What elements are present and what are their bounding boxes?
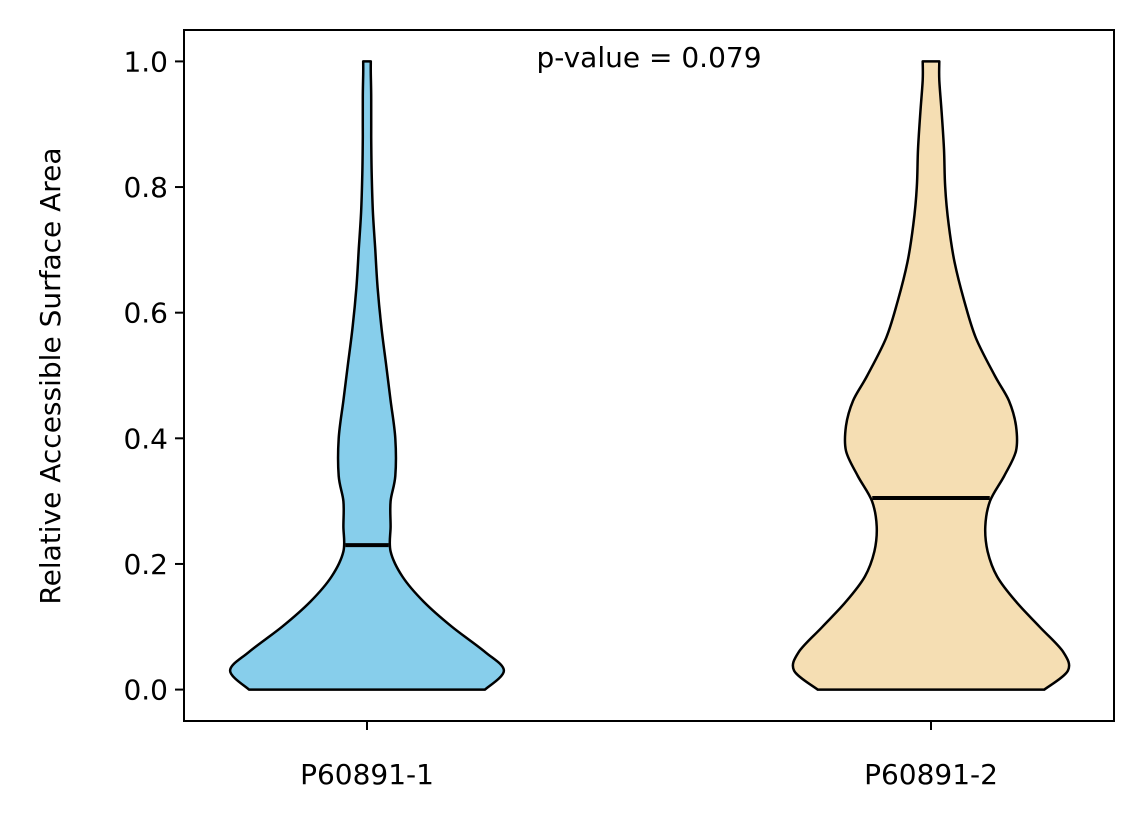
- violin-layer: [228, 60, 1071, 691]
- y-tick-label: 1.0: [123, 45, 168, 78]
- x-axis: P60891-1 P60891-2: [300, 721, 998, 791]
- y-tick-label: 0.0: [123, 674, 168, 707]
- plot-frame: [183, 29, 1115, 722]
- y-tick-label: 0.8: [123, 171, 168, 204]
- y-axis-label: Relative Accessible Surface Area: [34, 147, 67, 604]
- violin-body: [228, 60, 506, 691]
- x-tick-label: P60891-1: [300, 758, 434, 791]
- x-tick-label: P60891-2: [864, 758, 998, 791]
- y-tick-label: 0.4: [123, 422, 168, 455]
- median-layer: [345, 495, 990, 548]
- violin-body: [791, 60, 1071, 691]
- y-tick-label: 0.6: [123, 297, 168, 330]
- p-value-annotation: p-value = 0.079: [536, 41, 761, 74]
- y-axis: 0.0 0.2 0.4 0.6 0.8 1.0: [123, 45, 184, 707]
- y-tick-label: 0.2: [123, 548, 168, 581]
